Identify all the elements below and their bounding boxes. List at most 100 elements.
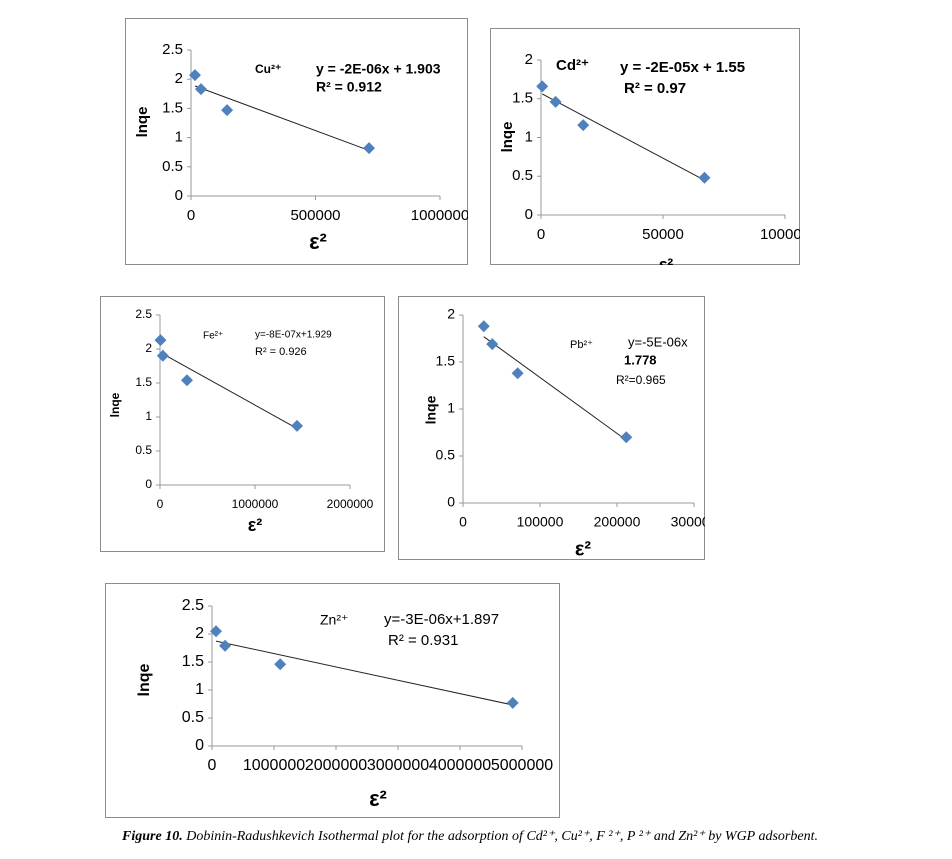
- panel-border: [490, 28, 800, 265]
- x-tick-label: 2000000: [305, 757, 367, 774]
- point: [188, 69, 201, 82]
- point: [210, 625, 223, 638]
- annotation: R²=0.965: [616, 373, 666, 387]
- annotation: Zn²⁺: [320, 612, 348, 628]
- y-tick-label: 0.5: [512, 167, 533, 184]
- point: [290, 419, 303, 432]
- chart-panel: 0 0.5 1 1.5 2 0 100000 200000 300000 lnqe ε² Pb²⁺ y=…: [398, 296, 718, 560]
- x-axis-label: ε²: [369, 786, 387, 811]
- chart-panel: 0 0.5 1 1.5 2 2.5 0 1000000 2000000 lnqe ε² Fe²⁺ y=-…: [100, 296, 385, 552]
- x-tick-label: 5000000: [491, 757, 553, 774]
- y-tick-label: 0.5: [182, 709, 204, 726]
- panel-border: [125, 18, 468, 265]
- annotation: y=-8E-07x+1.929: [255, 330, 332, 341]
- annotation: R² = 0.931: [388, 632, 458, 649]
- point: [536, 80, 549, 93]
- y-tick-label: 0: [175, 187, 183, 204]
- point: [577, 119, 590, 132]
- point: [221, 104, 234, 117]
- x-tick-label: 2000000: [327, 497, 374, 511]
- point: [219, 639, 232, 652]
- panel-border: [100, 296, 385, 552]
- annotation: 1.778: [624, 352, 657, 367]
- chart-panel: 0 0.5 1 1.5 2 2.5 0 500000 1000000 lnqe ε² Cu²⁺ y = …: [125, 18, 469, 265]
- x-axis-label: ε²: [248, 515, 263, 535]
- y-tick-label: 1: [175, 129, 183, 146]
- caption-label: Figure 10.: [121, 829, 183, 844]
- annotation: Fe²⁺: [203, 331, 223, 342]
- y-axis-label: lnqe: [423, 395, 439, 424]
- point: [156, 349, 169, 362]
- panel-border: [398, 296, 705, 560]
- y-tick-label: 1: [145, 409, 152, 423]
- x-tick-label: 0: [537, 226, 545, 243]
- y-tick-label: 1.5: [436, 353, 456, 369]
- y-tick-label: 0: [447, 494, 455, 510]
- annotation: y = -2E-05x + 1.55: [620, 59, 745, 76]
- x-axis-label: ε²: [575, 538, 591, 560]
- y-tick-label: 2: [195, 625, 204, 642]
- trendline: [215, 640, 513, 706]
- x-tick-label: 4000000: [429, 757, 491, 774]
- y-tick-label: 0.5: [436, 447, 456, 463]
- point: [274, 658, 287, 671]
- y-tick-label: 2: [145, 341, 152, 355]
- x-tick-label: 100000: [517, 514, 564, 530]
- point: [549, 95, 562, 108]
- annotation: Cu²⁺: [255, 62, 281, 76]
- y-tick-label: 2.5: [182, 597, 204, 614]
- x-tick-label: 1000000: [243, 757, 305, 774]
- y-axis-label: lnqe: [499, 122, 516, 153]
- x-tick-label: 1000000: [411, 207, 469, 224]
- x-tick-label: 100000: [760, 226, 810, 243]
- y-axis-label: lnqe: [134, 107, 151, 138]
- trendline: [483, 336, 627, 441]
- x-tick-label: 300000: [671, 514, 718, 530]
- y-tick-label: 1.5: [162, 99, 183, 116]
- y-tick-label: 0: [195, 737, 204, 754]
- point: [620, 431, 633, 444]
- y-tick-label: 2: [175, 70, 183, 87]
- x-tick-label: 0: [157, 497, 164, 511]
- x-axis-label: ε²: [309, 229, 327, 254]
- chart-panel: 0 0.5 1 1.5 2 0 50000 100000 lnqe ε² Cd²⁺ y = -2E-0…: [490, 28, 810, 275]
- y-tick-label: 0.5: [135, 443, 152, 457]
- trendline: [541, 93, 705, 181]
- y-tick-label: 1.5: [182, 653, 204, 670]
- annotation: y=-3E-06x+1.897: [384, 611, 499, 628]
- annotation: Cd²⁺: [556, 57, 589, 74]
- annotation: R² = 0.926: [255, 346, 307, 358]
- x-tick-label: 0: [208, 757, 217, 774]
- y-tick-label: 2.5: [162, 41, 183, 58]
- y-tick-label: 0: [145, 477, 152, 491]
- trendline: [160, 352, 298, 429]
- y-tick-label: 1: [525, 128, 533, 145]
- y-tick-label: 1: [447, 400, 455, 416]
- point: [194, 83, 207, 96]
- y-tick-label: 1.5: [135, 375, 152, 389]
- panel-border: [105, 583, 560, 818]
- y-tick-label: 1: [195, 681, 204, 698]
- y-tick-label: 0: [525, 206, 533, 223]
- annotation: y = -2E-06x + 1.903: [316, 61, 441, 77]
- caption-text: Dobinin-Radushkevich Isothermal plot for…: [185, 829, 818, 844]
- point: [363, 142, 376, 155]
- annotation: Pb²⁺: [570, 339, 593, 351]
- point: [154, 334, 167, 347]
- y-axis-label: lnqe: [136, 663, 153, 696]
- annotation: R² = 0.912: [316, 79, 382, 95]
- caption: Figure 10. Dobinin-Radushkevich Isotherm…: [121, 829, 818, 844]
- y-tick-label: 2.5: [135, 307, 152, 321]
- point: [698, 171, 711, 184]
- annotation: R² = 0.97: [624, 80, 686, 97]
- x-axis-label: ε²: [659, 255, 674, 275]
- point: [477, 320, 490, 333]
- trendline: [194, 85, 370, 151]
- y-tick-label: 2: [525, 51, 533, 68]
- x-tick-label: 500000: [290, 207, 340, 224]
- y-tick-label: 1.5: [512, 90, 533, 107]
- point: [180, 374, 193, 387]
- y-axis-label: lnqe: [108, 392, 122, 417]
- x-tick-label: 1000000: [232, 497, 279, 511]
